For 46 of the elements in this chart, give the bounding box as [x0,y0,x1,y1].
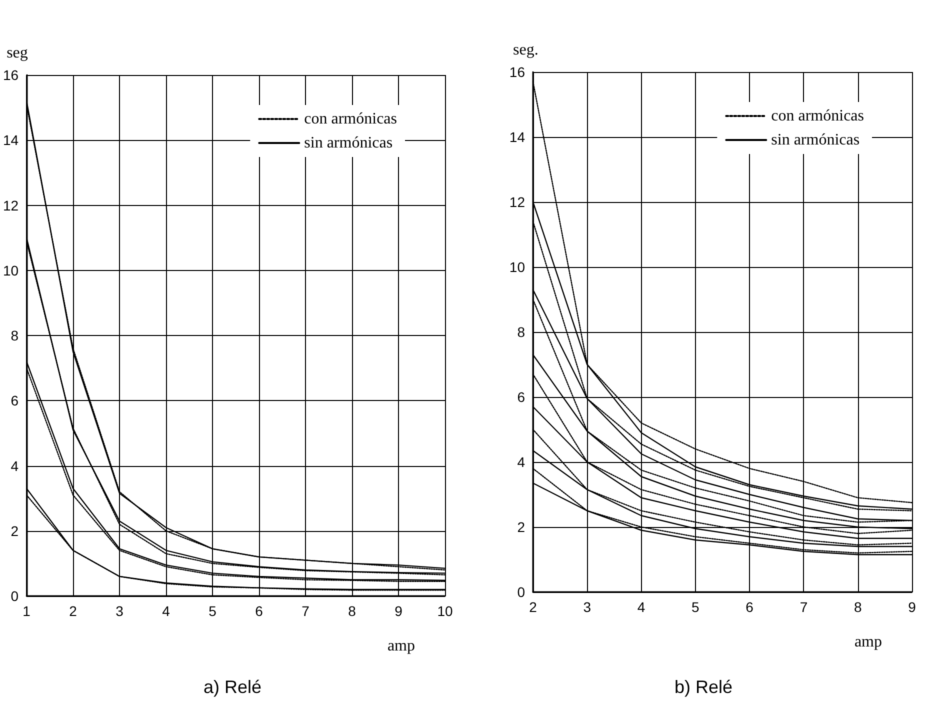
x-tick-label: 3 [116,603,124,619]
y-tick-label: 10 [2,262,19,278]
x-tick-label: 6 [255,603,264,619]
y-tick-label: 0 [517,584,526,600]
y-tick-label: 12 [2,197,19,214]
y-tick-label: 14 [2,132,19,148]
text: b) Relé [674,677,733,697]
legend-label: con armónicas [304,110,398,128]
y-tick-label: 8 [517,324,526,340]
y-tick-label: 4 [517,454,526,470]
x-axis-title: amp [854,634,882,650]
y-axis-title: seg [6,44,28,62]
legend-label: con armónicas [771,108,864,124]
x-tick-label: 9 [394,603,403,619]
x-tick-label: 8 [348,603,356,619]
y-tick-label: 6 [517,389,526,405]
text: a) Relé [203,677,262,697]
x-tick-label: 4 [162,603,170,619]
y-tick-label: 10 [509,259,526,275]
x-tick-label: 3 [583,599,592,615]
x-tick-label: 7 [302,603,310,619]
x-tick-label: 8 [854,599,862,615]
x-tick-label: 7 [800,599,808,615]
y-tick-label: 16 [509,64,526,80]
y-tick-label: 16 [2,67,19,83]
y-tick-label: 12 [509,194,526,210]
x-tick-label: 4 [637,599,646,615]
y-tick-label: 14 [509,129,526,145]
x-tick-label: 5 [692,599,700,615]
y-tick-label: 6 [10,392,19,409]
x-axis-title: amp [387,638,415,654]
x-tick-label: 1 [22,603,31,619]
x-tick-label: 2 [529,599,538,615]
x-tick-label: 6 [746,599,754,615]
x-tick-label: 9 [908,599,916,615]
legend-label: sin armónicas [304,134,393,152]
x-tick-label: 5 [208,603,217,619]
y-tick-label: 4 [10,458,19,474]
y-tick-label: 2 [517,519,526,535]
y-tick-label: 2 [10,522,19,539]
y-tick-label: 0 [10,588,19,604]
y-axis-title: seg. [513,42,538,58]
legend-label: sin armónicas [771,132,860,148]
y-tick-label: 8 [10,328,19,344]
x-tick-label: 2 [69,603,78,619]
x-tick-label: 10 [437,603,453,619]
